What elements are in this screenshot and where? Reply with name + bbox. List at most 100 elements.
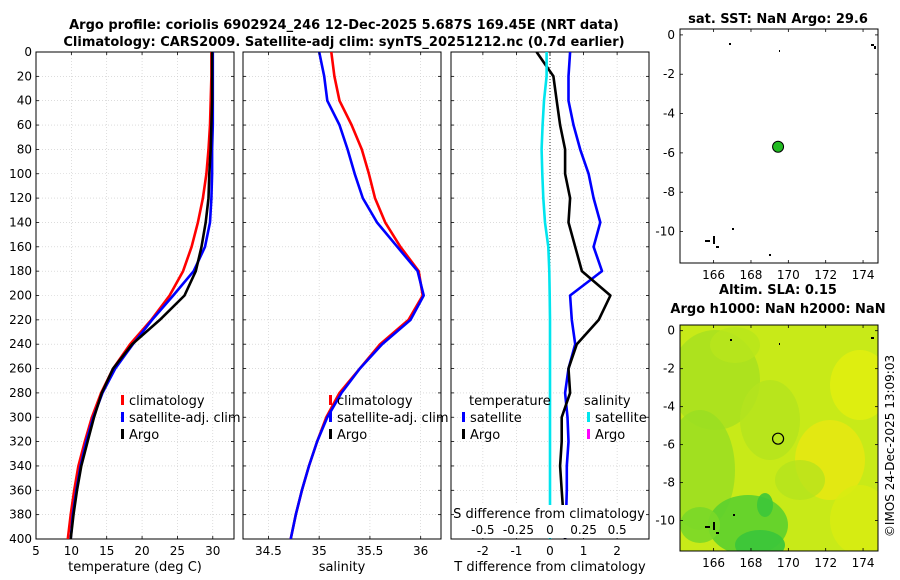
- legend-label-satellite: satellite-adj. clim: [129, 411, 241, 426]
- legend-swatch-sal-satellite: [587, 412, 590, 422]
- temperature-grid: [35, 51, 234, 540]
- sat-sst-map: sat. SST: NaN Argo: 29.6 166 168 170 172 174…: [655, 12, 879, 282]
- y-tick-label: 320: [9, 435, 32, 449]
- y-tick-label: -8: [663, 185, 675, 199]
- series-line-temperature-argo: [535, 52, 612, 539]
- legend-swatch-satellite: [329, 412, 332, 422]
- legend-label-argo: Argo: [129, 428, 159, 443]
- s-difference-ticks: -0.5 -0.25 0 0.25 0.5: [471, 523, 626, 537]
- x-tick-label: 30: [205, 544, 220, 558]
- x-tick-label: 10: [64, 544, 79, 558]
- x-tick-label: 174: [852, 556, 875, 570]
- altimetry-axes-frame: [679, 324, 879, 552]
- legend-label-temp-satellite: satellite: [470, 411, 522, 426]
- altimetry-coastline: [705, 337, 874, 534]
- y-tick-label: 240: [9, 337, 32, 351]
- series-line-satellite-adj-clim: [289, 52, 426, 539]
- salinity-ticks: 34.5 35 35.5 36: [243, 51, 441, 558]
- y-tick-label: -10: [655, 514, 675, 528]
- y-tick-label: 200: [9, 289, 32, 303]
- legend-label-satellite: satellite-adj. clim: [337, 411, 449, 426]
- legend-swatch-temp-satellite: [462, 412, 465, 422]
- s-tick-label: 0.5: [608, 523, 627, 537]
- x-tick-label: -2: [477, 544, 489, 558]
- salinity-series: [289, 52, 426, 539]
- x-tick-label: 172: [814, 268, 837, 282]
- temperature-series: [66, 52, 215, 539]
- sat-sst-title: sat. SST: NaN Argo: 29.6: [688, 12, 868, 27]
- temperature-legend: climatology satellite-adj. clim Argo: [121, 394, 241, 443]
- altimetry-field: [680, 325, 878, 551]
- x-tick-label: 25: [170, 544, 185, 558]
- legend-swatch-satellite: [121, 412, 124, 422]
- x-tick-label: 168: [740, 556, 763, 570]
- s-difference-xlabel: S difference from climatology: [453, 507, 645, 522]
- legend-heading-salinity: salinity: [584, 394, 631, 409]
- difference-panel: -2 -1 0 1 2 S difference from climatology -0…: [450, 51, 650, 575]
- y-tick-label: -6: [663, 146, 675, 160]
- x-tick-label: 172: [814, 556, 837, 570]
- legend-swatch-temp-argo: [462, 429, 465, 439]
- salinity-panel: 34.5 35 35.5 36 salinity climatology satell…: [242, 51, 449, 575]
- legend-label-climatology: climatology: [337, 394, 413, 409]
- s-tick-label: -0.5: [471, 523, 494, 537]
- y-tick-label: 340: [9, 459, 32, 473]
- y-tick-label: 380: [9, 508, 32, 522]
- legend-label-sal-argo: Argo: [595, 428, 625, 443]
- legend-swatch-climatology: [329, 395, 332, 405]
- y-tick-label: 20: [17, 69, 32, 83]
- temperature-ticks: 0 20 40 60 80 100 120 140 160 180 200 220 240 260 280 3…: [9, 45, 234, 558]
- x-tick-label: 1: [580, 544, 588, 558]
- figure-title-line1: Argo profile: coriolis 6902924_246 12-De…: [69, 18, 619, 33]
- s-tick-label: -0.25: [503, 523, 534, 537]
- x-tick-label: 0: [546, 544, 554, 558]
- sat-sst-coastline: [705, 43, 876, 256]
- y-tick-label: 0: [24, 45, 32, 59]
- y-tick-label: 160: [9, 240, 32, 254]
- imos-watermark: ©IMOS 24-Dec-2025 13:09:03: [883, 355, 897, 537]
- x-tick-label: 36: [413, 544, 428, 558]
- salinity-xlabel: salinity: [319, 560, 366, 575]
- sat-sst-ticks: 166 168 170 172 174 0 -2 -4 -6 -8 -10: [655, 28, 878, 282]
- legend-label-argo: Argo: [337, 428, 367, 443]
- y-tick-label: 400: [9, 532, 32, 546]
- x-tick-label: 35.5: [357, 544, 384, 558]
- y-tick-label: 220: [9, 313, 32, 327]
- y-tick-label: 360: [9, 483, 32, 497]
- t-difference-xlabel: T difference from climatology: [453, 560, 646, 575]
- y-tick-label: 0: [667, 28, 675, 42]
- x-tick-label: 168: [740, 268, 763, 282]
- y-tick-label: 40: [17, 94, 32, 108]
- y-tick-label: -6: [663, 438, 675, 452]
- y-tick-label: 80: [17, 142, 32, 156]
- y-tick-label: 280: [9, 386, 32, 400]
- x-tick-label: 34.5: [255, 544, 282, 558]
- altimetry-title-line1: Altim. SLA: 0.15: [719, 283, 837, 298]
- y-tick-label: 180: [9, 264, 32, 278]
- legend-label-climatology: climatology: [129, 394, 205, 409]
- series-line-salinity-satellite: [540, 52, 552, 539]
- y-tick-label: -2: [663, 67, 675, 81]
- y-tick-label: -10: [655, 225, 675, 239]
- x-tick-label: 170: [777, 268, 800, 282]
- y-tick-label: 260: [9, 362, 32, 376]
- difference-ticks: -2 -1 0 1 2: [451, 51, 649, 558]
- legend-heading-temperature: temperature: [469, 394, 551, 409]
- figure-title-line2: Climatology: CARS2009. Satellite-adj cli…: [63, 35, 624, 50]
- s-tick-label: 0.25: [570, 523, 597, 537]
- altimetry-title-line2: Argo h1000: NaN h2000: NaN: [670, 302, 885, 317]
- argo-position-marker: [771, 432, 785, 445]
- x-tick-label: 174: [852, 268, 875, 282]
- y-tick-label: -4: [663, 400, 675, 414]
- x-tick-label: 166: [702, 556, 725, 570]
- series-line-argo: [69, 52, 214, 539]
- y-tick-label: 300: [9, 410, 32, 424]
- x-tick-label: 15: [99, 544, 114, 558]
- temperature-xlabel: temperature (deg C): [68, 560, 202, 575]
- legend-swatch-climatology: [121, 395, 124, 405]
- x-tick-label: 5: [32, 544, 40, 558]
- altimetry-ticks: 166 168 170 172 174 0 -2 -4 -6 -8 -10: [655, 324, 878, 570]
- series-line-climatology: [66, 52, 213, 539]
- altimetry-map: Altim. SLA: 0.15 Argo h1000: NaN h2000: …: [655, 283, 885, 570]
- argo-position-marker: [772, 140, 785, 153]
